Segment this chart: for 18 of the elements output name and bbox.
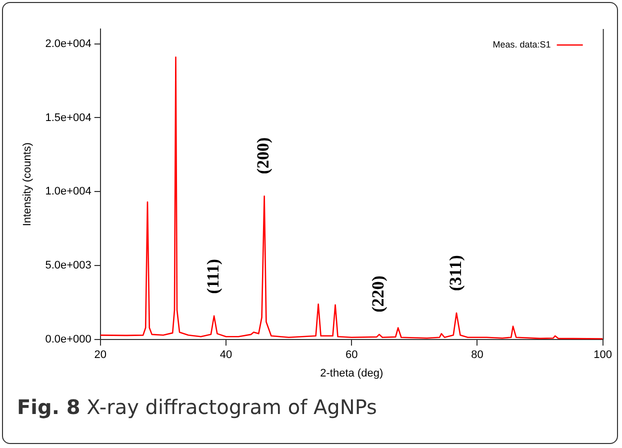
x-tick-label: 40 xyxy=(220,349,232,362)
y-tick-label: 5.0e+003 xyxy=(45,260,92,272)
y-tick-label: 0.0e+000 xyxy=(45,334,92,346)
x-tick-label: 60 xyxy=(345,349,358,362)
y-tick-label: 1.0e+004 xyxy=(45,186,92,198)
caption: Fig. 8 X-ray diffractogram of AgNPs xyxy=(17,395,377,419)
legend-label: Meas. data:S1 xyxy=(492,39,551,50)
x-tick-label: 20 xyxy=(94,349,107,362)
x-tick-label: 100 xyxy=(594,349,612,362)
annotation: (311) xyxy=(446,255,465,291)
annotation: (111) xyxy=(203,258,222,294)
x-axis-title: 2-theta (deg) xyxy=(320,367,384,380)
y-tick-label: 1.5e+004 xyxy=(45,112,92,124)
y-tick-label: 2.0e+004 xyxy=(45,38,92,50)
annotation: (200) xyxy=(254,137,273,174)
annotation: (220) xyxy=(368,276,388,312)
x-tick-label: 80 xyxy=(471,349,484,362)
y-axis-title: Intensity (counts) xyxy=(22,142,34,226)
